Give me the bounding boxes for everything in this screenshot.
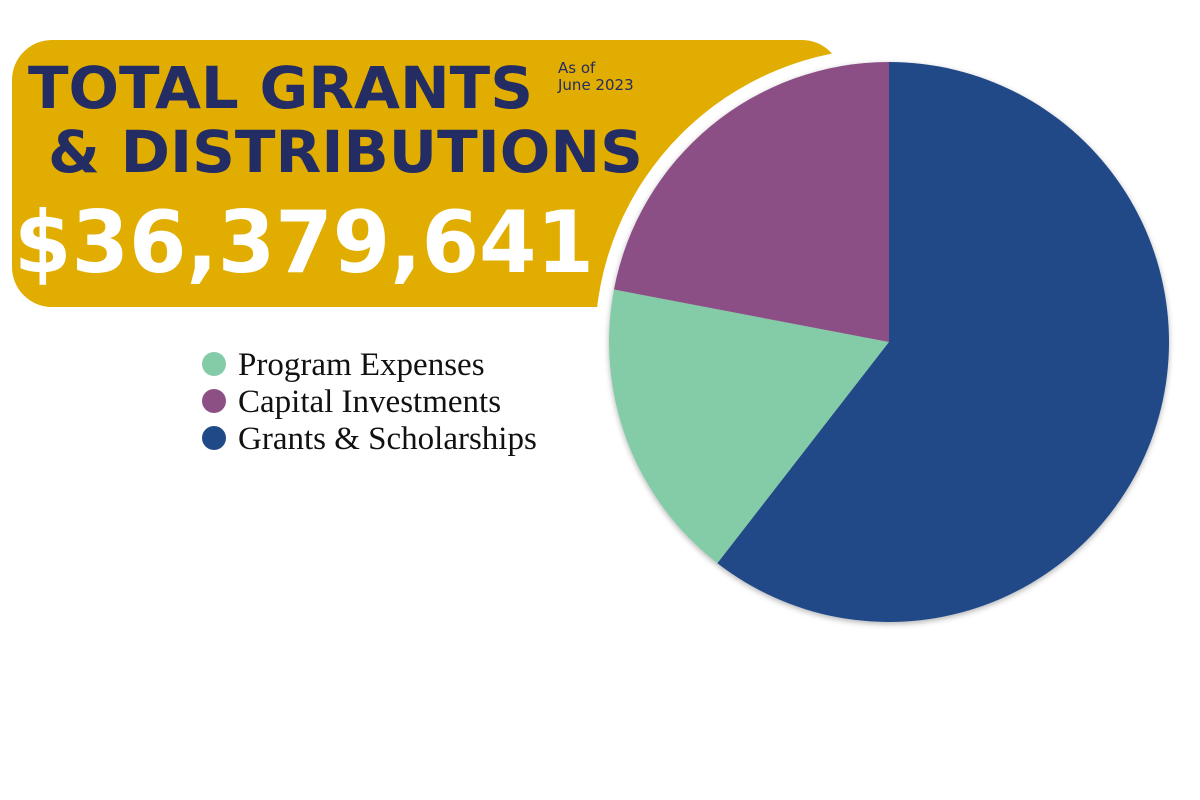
title-line: & DISTRIBUTIONS — [48, 118, 643, 186]
subtitle-line: As of — [558, 59, 596, 77]
title-line: TOTAL GRANTS — [28, 54, 533, 122]
legend-swatch — [202, 426, 226, 450]
legend-swatch — [202, 352, 226, 376]
legend-label: Capital Investments — [238, 384, 501, 420]
legend-label: Grants & Scholarships — [238, 421, 537, 457]
pie-slice — [609, 289, 889, 564]
pie-slice — [717, 62, 1170, 622]
total-amount: $36,379,641 — [14, 193, 594, 293]
pie — [609, 62, 1170, 622]
legend-swatch — [202, 389, 226, 413]
subtitle-line: June 2023 — [557, 76, 634, 94]
legend-label: Program Expenses — [238, 347, 485, 383]
pie-slice — [613, 62, 889, 342]
